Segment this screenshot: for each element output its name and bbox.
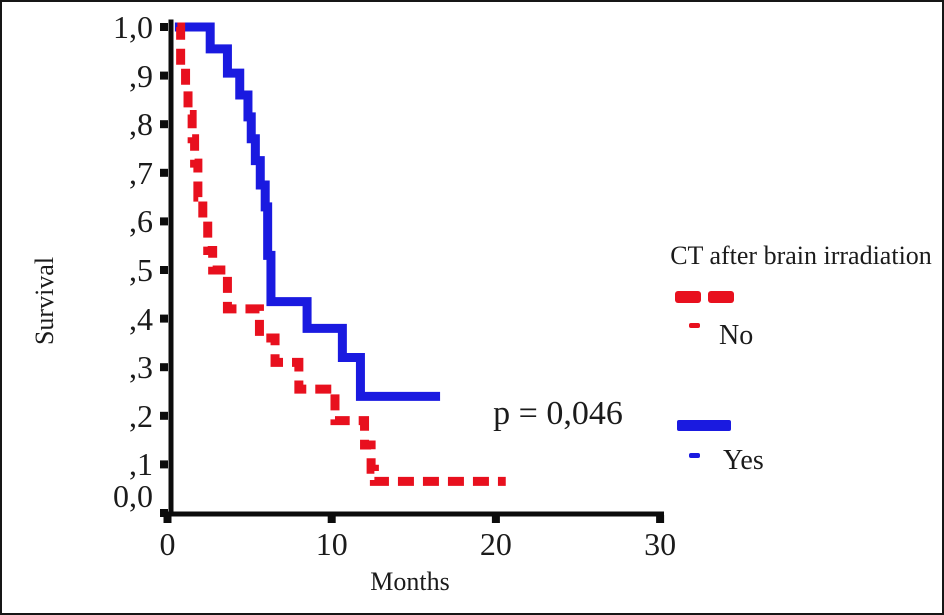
y-tick-label: ,8 [129,106,153,143]
y-axis-tick [160,168,168,177]
legend-yes-solid-line-swatch [677,420,731,431]
survival-curve-no [176,22,506,486]
y-axis-tick [160,411,168,420]
x-tick-label: 0 [159,526,176,562]
y-tick-label: 0,0 [113,478,153,514]
p-value-annotation: p = 0,046 [493,395,623,432]
red-dash-segment [708,291,734,303]
y-tick-label: ,6 [129,203,153,240]
y-axis-tick [160,23,168,31]
y-axis-tick [160,509,168,517]
y-axis-tick [160,120,168,129]
y-axis-tick [160,266,168,274]
red-dash-segment [675,291,701,303]
y-axis-tick [160,217,168,226]
y-axis-tick [160,314,168,323]
x-axis-tick [491,515,500,523]
legend-item-yes: Yes [723,445,764,476]
y-axis-tick [160,363,168,372]
x-axis-tick [656,515,665,523]
legend-no-censor-tick [689,323,700,328]
y-axis-tick [160,71,168,80]
y-axis-title: Survival [30,256,59,346]
survival-curve-yes [174,22,441,401]
x-tick-label: 20 [479,526,512,562]
legend-title: CT after brain irradiation [670,241,932,270]
y-tick-label: ,7 [129,154,153,191]
y-tick-label: ,4 [129,300,153,337]
x-axis-title: Months [370,567,450,596]
y-tick-label: ,2 [129,397,153,434]
legend-yes-censor-tick [689,453,700,458]
y-tick-label: ,9 [129,57,153,94]
x-tick-label: 10 [315,526,348,562]
y-axis-tick [160,460,168,469]
y-tick-label: ,5 [129,252,153,288]
x-tick-label: 30 [644,526,677,562]
y-tick-label: ,3 [129,349,153,386]
x-axis-tick [163,515,172,523]
legend-item-no: No [719,320,754,351]
legend-no-dashed-line-swatch [675,291,734,303]
x-axis-tick [327,515,336,523]
y-tick-label: ,1 [129,446,153,483]
y-tick-label: 1,0 [113,9,153,45]
